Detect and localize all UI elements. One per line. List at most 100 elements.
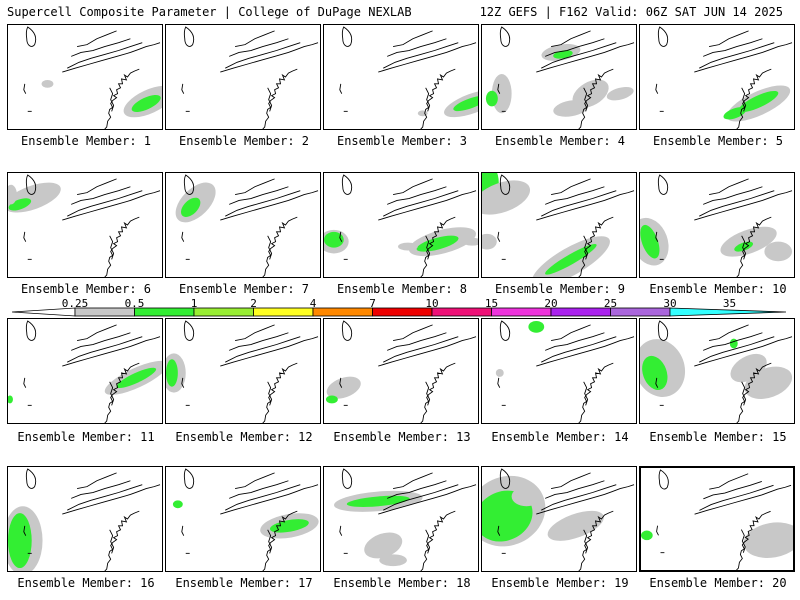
ensemble-panel[interactable]	[323, 318, 479, 424]
lake-outline	[183, 174, 195, 195]
scp-contour	[453, 95, 478, 112]
coastline	[267, 529, 273, 554]
coastline	[387, 332, 447, 351]
member-map	[655, 26, 793, 129]
lake-outline	[181, 83, 185, 94]
valid-time: 12Z GEFS | F162 Valid: 06Z SAT JUN 14 20…	[479, 5, 783, 19]
coastline	[420, 362, 456, 423]
coastline	[551, 472, 591, 490]
colorbar-label: 25	[603, 297, 618, 310]
ensemble-panel[interactable]	[7, 24, 163, 130]
coastline	[736, 68, 772, 129]
ensemble-panel[interactable]	[639, 24, 795, 130]
coastline	[387, 38, 447, 57]
lake-outline	[339, 83, 343, 94]
lake-outline	[655, 231, 659, 242]
coastline	[104, 510, 140, 571]
coastline	[694, 190, 793, 221]
member-label: Ensemble Member: 4	[494, 134, 626, 148]
ensemble-panel[interactable]	[165, 172, 321, 278]
colorbar-segment	[431, 307, 492, 317]
ensemble-panel[interactable]	[323, 172, 479, 278]
member-map	[485, 26, 635, 129]
ensemble-panel[interactable]	[165, 318, 321, 424]
scp-contour	[723, 107, 747, 120]
scp-contour	[531, 236, 610, 277]
member-map	[325, 320, 477, 423]
member-map	[8, 174, 161, 277]
coastline	[71, 332, 131, 351]
lake-outline	[25, 320, 37, 341]
coastline	[383, 484, 459, 511]
member-map	[166, 320, 319, 423]
coastline	[536, 336, 635, 367]
coastline	[709, 324, 749, 342]
coastline	[425, 529, 431, 554]
ensemble-panel[interactable]	[165, 466, 321, 572]
scp-contour	[545, 244, 597, 275]
member-map	[324, 174, 478, 277]
lake-outline	[341, 320, 353, 341]
coastline	[67, 42, 143, 69]
coastline	[229, 332, 289, 351]
member-map	[334, 468, 477, 571]
member-label: Ensemble Member: 18	[333, 576, 471, 590]
ensemble-panel[interactable]	[639, 172, 795, 278]
ensemble-panel[interactable]	[481, 24, 637, 130]
member-label: Ensemble Member: 10	[649, 282, 787, 296]
lake-outline	[181, 377, 185, 388]
coastline	[109, 529, 115, 554]
coastline	[387, 186, 447, 205]
lake-outline	[499, 320, 511, 341]
ensemble-panel[interactable]	[7, 466, 163, 572]
coastline	[378, 484, 477, 515]
coastline	[736, 216, 772, 277]
ensemble-panel[interactable]	[639, 318, 795, 424]
ensemble-panel[interactable]	[323, 466, 479, 572]
scp-contour	[324, 231, 344, 248]
ensemble-panel[interactable]	[481, 466, 637, 572]
coastline	[425, 381, 431, 406]
ensemble-panel[interactable]	[165, 24, 321, 130]
member-map	[8, 320, 162, 423]
ensemble-panel[interactable]	[639, 466, 795, 572]
ensemble-panel[interactable]	[481, 172, 637, 278]
coastline	[694, 484, 792, 515]
ensemble-panel[interactable]	[481, 318, 637, 424]
coastline	[583, 381, 589, 406]
coastline	[736, 362, 772, 423]
coastline	[383, 190, 459, 217]
member-map	[172, 468, 319, 571]
coastline	[541, 484, 617, 511]
coastline	[378, 42, 477, 73]
ensemble-panel[interactable]	[323, 24, 479, 130]
coastline	[703, 186, 763, 205]
lake-outline	[499, 174, 511, 195]
scp-contour	[511, 486, 542, 507]
ensemble-panel[interactable]	[7, 318, 163, 424]
coastline	[77, 178, 117, 196]
member-map	[495, 320, 635, 423]
scp-contour	[398, 242, 418, 251]
colorbar-segment	[669, 307, 787, 317]
ensemble-panel[interactable]	[7, 172, 163, 278]
scp-contour	[729, 338, 738, 349]
coastline	[62, 42, 161, 73]
coastline	[578, 362, 614, 423]
scp-contour	[180, 197, 201, 217]
member-map	[640, 174, 793, 277]
coastline	[741, 381, 747, 406]
lake-outline	[497, 83, 501, 94]
coastline	[545, 38, 605, 57]
lake-outline	[339, 525, 343, 536]
colorbar-segment	[550, 307, 611, 317]
scp-contour	[743, 522, 793, 558]
coastline	[225, 484, 301, 511]
scp-contour	[734, 241, 754, 252]
coastline	[71, 480, 131, 499]
scp-contour	[744, 366, 793, 399]
scp-contour	[379, 554, 407, 567]
lake-outline	[657, 320, 669, 341]
coastline	[545, 332, 605, 351]
lake-outline	[183, 320, 195, 341]
